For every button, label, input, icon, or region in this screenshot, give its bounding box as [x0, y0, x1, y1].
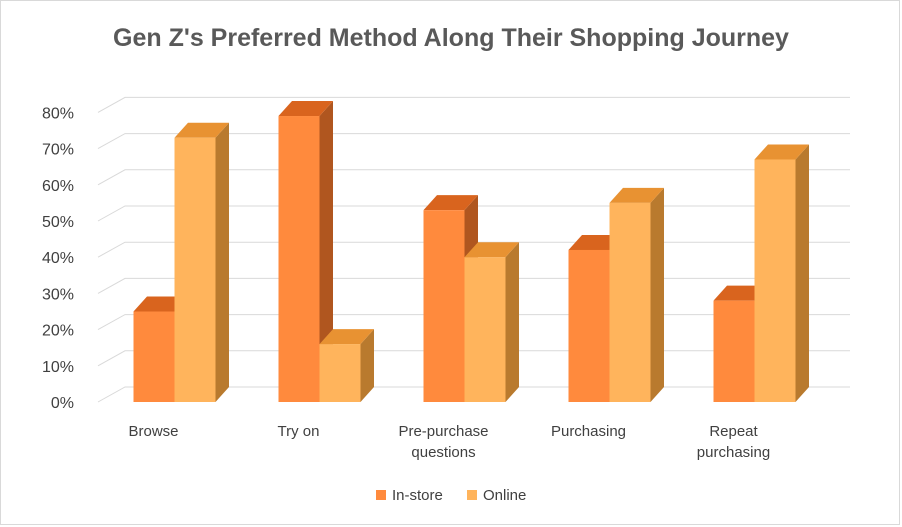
gridline [97, 169, 850, 186]
y-axis-ticks: 0% 10% 20% 30% 40% 50% 60% 70% 80% [42, 105, 74, 412]
bar-front [568, 249, 610, 402]
bar-top [609, 187, 664, 203]
bar-side [319, 101, 333, 403]
legend-label-online: Online [483, 487, 526, 504]
x-tick-label: purchasing [697, 444, 770, 461]
bar-front [609, 202, 651, 402]
bar [278, 101, 333, 403]
x-tick-label: Try on [278, 423, 320, 440]
bar [754, 144, 809, 402]
bar-front [133, 311, 175, 402]
y-tick-label: 0% [51, 395, 74, 412]
x-axis-labels: Browse Try on Pre-purchase questions Purchas… [128, 423, 770, 461]
bar-front [278, 116, 320, 403]
bar-front [423, 210, 465, 402]
bar [174, 122, 229, 403]
x-tick-label: Pre-purchase [398, 423, 488, 440]
bar-side [650, 187, 664, 402]
y-tick-label: 70% [42, 142, 74, 159]
x-tick-label: Repeat [709, 423, 758, 440]
bar [609, 187, 664, 402]
bar-top [278, 101, 333, 117]
bar [464, 242, 519, 402]
y-tick-label: 60% [42, 178, 74, 195]
bar [319, 329, 374, 402]
bar-top [464, 242, 519, 258]
bar-front [174, 137, 216, 403]
y-tick-label: 20% [42, 323, 74, 340]
bar-front [754, 159, 796, 402]
bar-side [795, 144, 809, 402]
legend: In-store Online [376, 487, 526, 504]
gridlines [97, 96, 850, 403]
bar-side [505, 242, 519, 402]
bar-front [319, 344, 361, 402]
bar-front [713, 300, 755, 402]
chart-title: Gen Z's Preferred Method Along Their Sho… [113, 24, 789, 52]
y-tick-label: 30% [42, 286, 74, 303]
y-tick-label: 50% [42, 214, 74, 231]
bar-top [174, 122, 229, 138]
bar-front [464, 257, 506, 402]
y-tick-label: 80% [42, 105, 74, 122]
bar-side [215, 122, 229, 403]
legend-swatch-in-store [376, 490, 386, 500]
gridline [97, 96, 850, 113]
legend-swatch-online [467, 490, 477, 500]
legend-label-in-store: In-store [392, 487, 443, 504]
y-tick-label: 10% [42, 359, 74, 376]
y-tick-label: 40% [42, 250, 74, 267]
gridline [97, 133, 850, 150]
bars [133, 101, 809, 403]
bar-top [754, 144, 809, 160]
bar-top [713, 285, 768, 301]
bar-top [423, 195, 478, 211]
x-tick-label: Purchasing [551, 423, 626, 440]
x-tick-label: Browse [128, 423, 178, 440]
gridline [97, 205, 850, 222]
bar-top [319, 329, 374, 345]
bar-top [568, 234, 623, 250]
bar-side [360, 329, 374, 402]
bar-top [133, 296, 188, 312]
x-tick-label: questions [411, 444, 475, 461]
